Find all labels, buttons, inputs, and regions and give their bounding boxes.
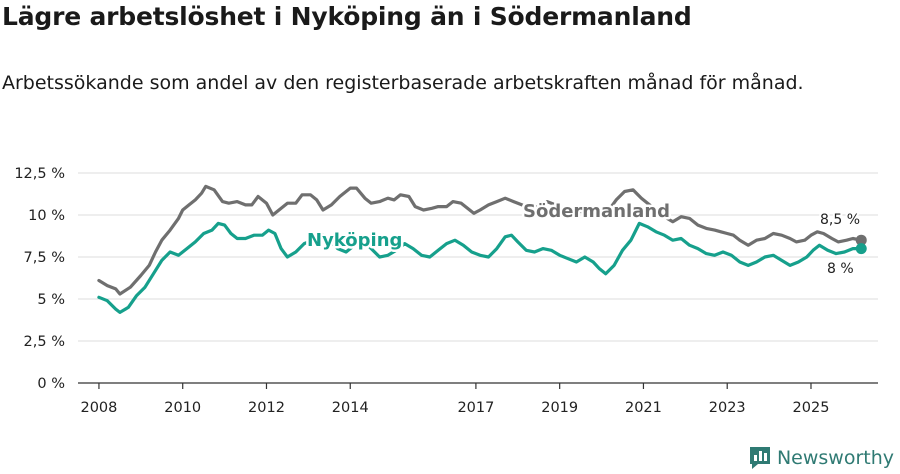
x-tick-label: 2012 — [248, 400, 285, 416]
chart-subtitle: Arbetssökande som andel av den registerb… — [2, 72, 804, 94]
x-tick-label: 2017 — [457, 400, 494, 416]
grid-lines — [78, 172, 878, 342]
x-tick-label: 2023 — [709, 400, 746, 416]
end-label-nykoping: 8 % — [827, 261, 854, 277]
x-tick-label: 2014 — [332, 400, 369, 416]
brand-logo: Newsworthy — [749, 446, 894, 470]
x-axis: 2008 2010 2012 2014 2017 2019 2021 2023 2025 — [78, 382, 878, 416]
x-tick-label: 2010 — [164, 400, 201, 416]
chart-title: Lägre arbetslöshet i Nyköping än i Söder… — [2, 2, 692, 31]
series-label-nykoping: Nyköping — [307, 230, 402, 251]
end-label-sodermanland: 8,5 % — [820, 212, 860, 228]
series-labels: Södermanland Nyköping 8,5 % 8 % — [305, 199, 863, 280]
series-lines — [97, 184, 867, 314]
series-label-sodermanland: Södermanland — [523, 201, 670, 222]
y-tick-label: 2,5 % — [24, 334, 65, 350]
end-point-sodermanland — [855, 234, 867, 246]
y-tick-label: 7,5 % — [24, 250, 65, 266]
end-point-nykoping — [855, 243, 867, 255]
x-tick-label: 2019 — [541, 400, 578, 416]
y-tick-label: 0 % — [37, 376, 65, 392]
x-tick-label: 2021 — [625, 400, 662, 416]
y-axis: 0 % 2,5 % 5 % 7,5 % 10 % 12,5 % — [14, 166, 65, 392]
bar-chart-icon — [749, 447, 770, 469]
y-tick-label: 10 % — [28, 208, 65, 224]
y-tick-label: 5 % — [37, 292, 65, 308]
x-tick-label: 2025 — [793, 400, 830, 416]
x-tick-label: 2008 — [80, 400, 117, 416]
series-line-nykoping — [97, 221, 863, 314]
brand-name: Newsworthy — [776, 447, 894, 469]
y-tick-label: 12,5 % — [14, 166, 65, 182]
series-line-sodermanland — [97, 184, 863, 296]
